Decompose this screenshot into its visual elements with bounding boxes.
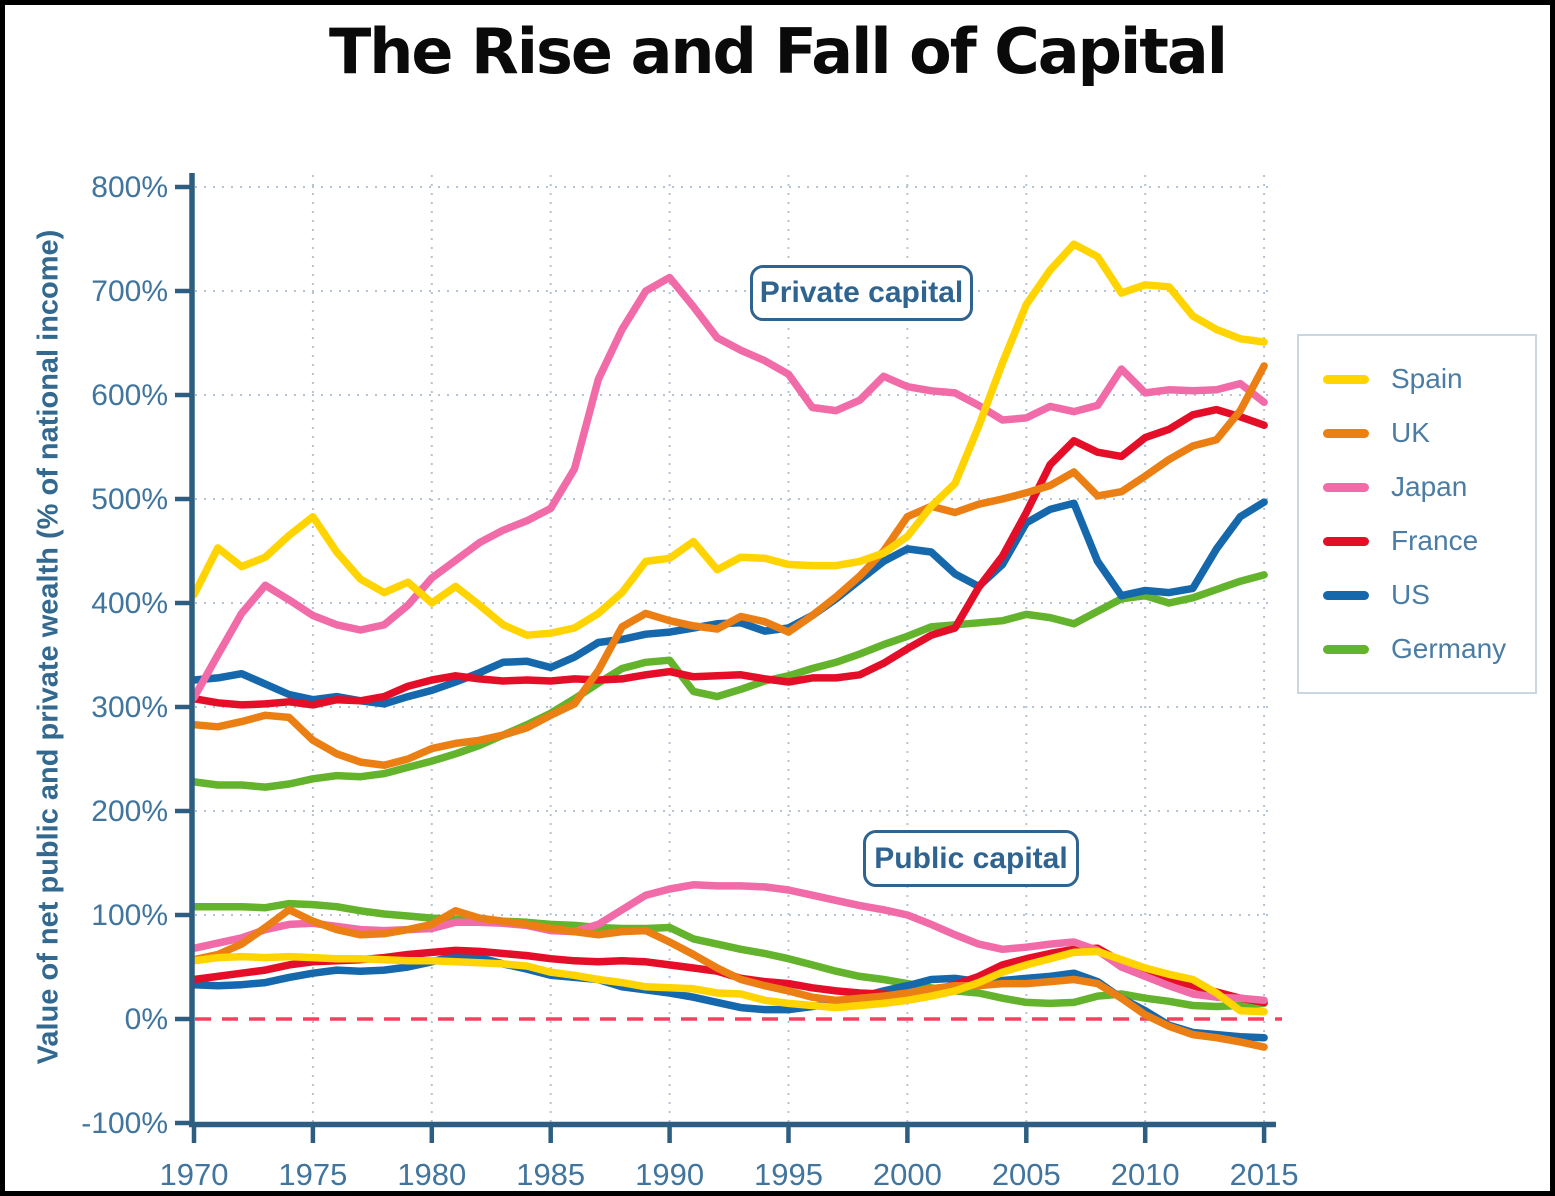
x-tick-label: 1975 xyxy=(278,1157,347,1192)
x-tick-label: 1970 xyxy=(160,1157,229,1192)
y-tick-label: 400% xyxy=(91,587,168,620)
x-tick-label: 1990 xyxy=(635,1157,704,1192)
series-line-public-japan xyxy=(190,881,1268,1005)
legend-label-france: France xyxy=(1391,525,1479,556)
legend-item-uk: UK xyxy=(1299,406,1535,460)
france-series-swatch-icon xyxy=(1323,536,1369,546)
y-tick-label: 500% xyxy=(91,483,168,516)
x-tick-label: 2005 xyxy=(992,1157,1061,1192)
y-tick-label: 200% xyxy=(91,795,168,828)
y-tick-label: 0% xyxy=(125,1003,168,1036)
y-tick-label: 100% xyxy=(91,899,168,932)
legend-label-spain: Spain xyxy=(1391,363,1463,394)
legend-label-us: US xyxy=(1391,579,1430,610)
chart-legend: Spain UK Japan France US Germany xyxy=(1297,334,1537,694)
legend-item-spain: Spain xyxy=(1299,352,1535,406)
spain-series-swatch-icon xyxy=(1323,374,1369,384)
legend-item-france: France xyxy=(1299,514,1535,568)
legend-item-germany: Germany xyxy=(1299,622,1535,676)
y-tick-label: 700% xyxy=(91,275,168,308)
y-tick-label: -100% xyxy=(81,1107,168,1140)
legend-item-us: US xyxy=(1299,568,1535,622)
uk-series-swatch-icon xyxy=(1323,428,1369,438)
x-tick-label: 2015 xyxy=(1230,1157,1299,1192)
page-title: The Rise and Fall of Capital xyxy=(328,15,1228,88)
public-capital-annotation: Public capital xyxy=(863,830,1079,887)
public-capital-annotation-label: Public capital xyxy=(874,841,1068,875)
legend-item-japan: Japan xyxy=(1299,460,1535,514)
series-line-public-germany xyxy=(190,899,1268,1011)
y-tick-label: 300% xyxy=(91,691,168,724)
legend-label-germany: Germany xyxy=(1391,633,1507,664)
series-line-public-spain xyxy=(190,947,1268,1016)
series-line-private-uk xyxy=(190,362,1268,769)
series-line-private-japan xyxy=(190,273,1268,702)
x-tick-label: 1995 xyxy=(754,1157,823,1192)
germany-series-swatch-icon xyxy=(1323,644,1369,654)
y-tick-label: 600% xyxy=(91,379,168,412)
x-tick-label: 2010 xyxy=(1111,1157,1180,1192)
x-tick-label: 1985 xyxy=(516,1157,585,1192)
capital-line-chart: 800% 700% 600% 500% 400% 300% 200% 100% 0% -100% 1… xyxy=(81,171,1299,1192)
us-series-swatch-icon xyxy=(1323,590,1369,600)
x-tick-label: 1980 xyxy=(397,1157,466,1192)
series-line-private-france xyxy=(190,405,1268,709)
x-tick-label: 2000 xyxy=(873,1157,942,1192)
series-line-private-germany xyxy=(190,571,1268,791)
japan-series-swatch-icon xyxy=(1323,482,1369,492)
series-line-public-uk xyxy=(190,906,1268,1051)
legend-label-japan: Japan xyxy=(1391,471,1468,502)
series-line-public-us xyxy=(190,951,1268,1042)
private-capital-annotation: Private capital xyxy=(750,265,973,321)
series-line-private-spain xyxy=(190,240,1268,639)
private-capital-annotation-label: Private capital xyxy=(759,276,964,309)
y-tick-label: 800% xyxy=(91,171,168,204)
legend-label-uk: UK xyxy=(1391,417,1430,448)
